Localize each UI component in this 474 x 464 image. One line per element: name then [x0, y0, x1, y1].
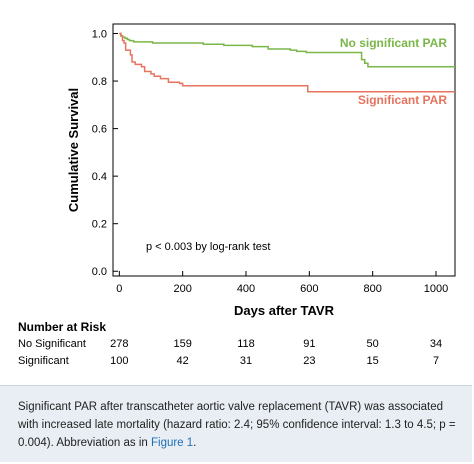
x-tick-label: 1000: [424, 283, 448, 295]
risk-value: 7: [432, 355, 440, 367]
y-axis-label: Cumulative Survival: [66, 88, 81, 212]
risk-row-label: No Significant: [18, 338, 86, 350]
risk-value: 159: [173, 338, 192, 350]
x-tick-label: 0: [116, 283, 122, 295]
risk-value: 15: [366, 355, 379, 367]
y-tick-label: 1.0: [92, 29, 107, 41]
y-tick-label: 0.4: [92, 171, 107, 183]
risk-value: 34: [429, 338, 443, 350]
risk-value: 278: [110, 338, 129, 350]
risk-value: 31: [239, 355, 253, 367]
figure-caption: Significant PAR after transcatheter aort…: [0, 385, 472, 462]
x-tick-label: 200: [173, 283, 191, 295]
x-axis-label: Days after TAVR: [234, 303, 335, 318]
y-tick-label: 0.2: [92, 219, 107, 231]
y-tick-label: 0.6: [92, 124, 107, 136]
risk-value: 91: [303, 338, 316, 350]
risk-value: 118: [237, 338, 255, 350]
log-rank-annotation: p < 0.003 by log-rank test: [146, 241, 270, 253]
caption-text: Significant PAR after transcatheter aort…: [18, 401, 456, 449]
risk-value: 50: [366, 338, 379, 350]
y-tick-label: 0.0: [92, 266, 107, 278]
caption-end: .: [193, 437, 197, 449]
risk-table-title: Number at Risk: [18, 320, 107, 334]
chart-labels: Days after TAVR Cumulative Survival No sig…: [66, 36, 447, 318]
risk-value: 42: [176, 355, 189, 367]
risk-value: 100: [110, 355, 129, 367]
x-tick-label: 400: [237, 283, 255, 295]
no-significant-par-label: No significant PAR: [340, 36, 447, 50]
axes: 0.0 0.2 0.4 0.6 0.8 1.0 0 200 400 600 800 1000: [92, 23, 456, 295]
figure-link[interactable]: Figure 1: [150, 437, 194, 449]
survival-curves: [119, 32, 455, 93]
no-significant-par-curve: [119, 32, 455, 68]
y-tick-label: 0.8: [92, 76, 107, 88]
risk-row-label: Significant: [18, 355, 69, 367]
significant-par-curve: [119, 32, 455, 93]
risk-value: 23: [303, 355, 316, 367]
kaplan-meier-chart: 0.0 0.2 0.4 0.6 0.8 1.0 0 200 400 600 800 1000 Days…: [66, 23, 456, 318]
plot-frame: [112, 23, 456, 277]
x-tick-label: 600: [300, 283, 318, 295]
significant-par-label: Significant PAR: [358, 93, 447, 107]
x-tick-label: 800: [363, 283, 381, 295]
